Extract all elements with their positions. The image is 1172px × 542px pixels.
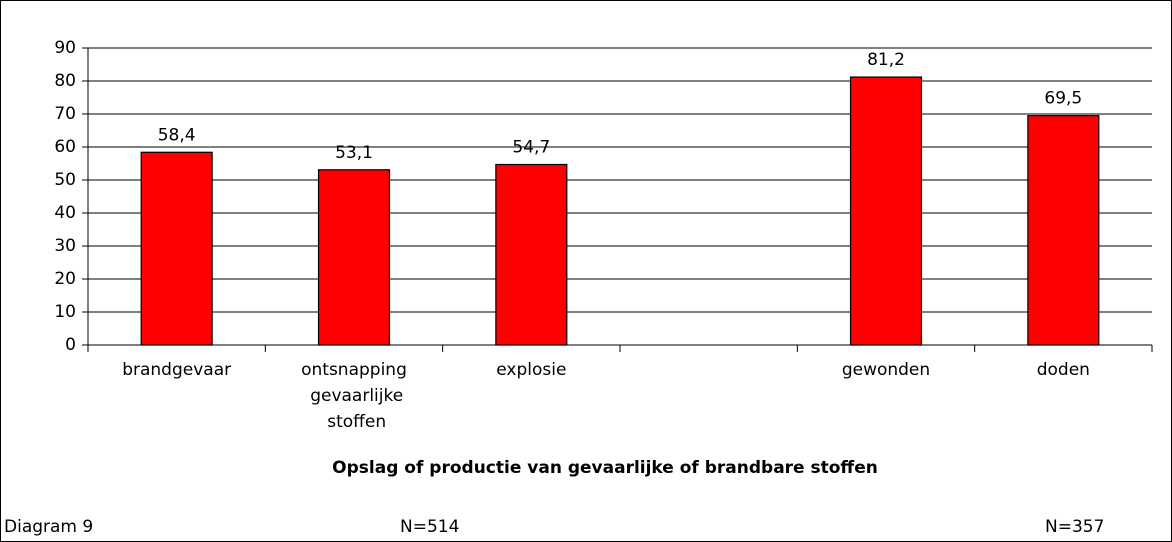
bar [317,169,391,346]
bar [1027,115,1100,346]
y-tick-label: 80 [54,71,76,91]
y-tick-label: 0 [65,335,76,355]
y-tick-label: 30 [54,236,76,256]
y-tick-label: 50 [54,170,76,190]
bar [495,163,568,346]
x-tick-label: explosie [496,360,566,380]
chart-title: Opslag of productie van gevaarlijke of b… [332,458,878,478]
x-tick-label: doden [1037,360,1090,380]
bar [140,151,213,346]
data-label: 54,7 [512,137,550,157]
footer-note: N=357 [1045,517,1104,537]
y-tick-label: 60 [54,137,76,157]
data-label: 81,2 [867,50,905,70]
footer-label: Diagram 9 [4,517,93,537]
bar [849,76,923,346]
y-tick-label: 10 [54,302,76,322]
y-tick-label: 20 [54,269,76,289]
y-tick-label: 70 [54,104,76,124]
data-label: 69,5 [1044,89,1082,109]
x-tick-label: ontsnapping gevaarlijke stoffen [301,360,407,432]
data-label: 53,1 [335,143,373,163]
data-label: 58,4 [158,125,196,145]
x-tick-label: gewonden [842,360,930,380]
x-tick-label: brandgevaar [122,360,231,380]
footer-note: N=514 [400,517,459,537]
y-tick-label: 90 [54,38,76,58]
y-tick-label: 40 [54,203,76,223]
